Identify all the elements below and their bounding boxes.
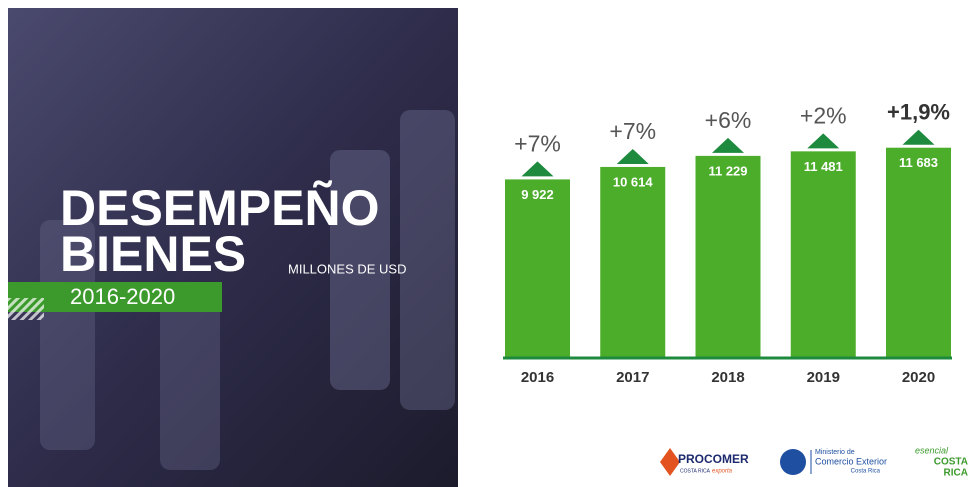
growth-label: +6% xyxy=(705,107,752,133)
x-tick-label: 2017 xyxy=(616,369,649,386)
x-tick-label: 2019 xyxy=(807,369,840,386)
bar xyxy=(886,147,951,358)
bar xyxy=(695,155,761,358)
growth-arrow xyxy=(807,133,840,149)
logos: PROCOMER COSTA RICA exporta Ministerio d… xyxy=(660,445,968,479)
value-label: 11 229 xyxy=(708,163,747,178)
vial-shape xyxy=(400,110,455,410)
x-tick-label: 2020 xyxy=(902,369,935,386)
vial-shape xyxy=(40,220,95,450)
stripe-decoration xyxy=(8,298,44,320)
panel-background xyxy=(8,8,458,487)
logo-text: Comercio Exterior xyxy=(815,456,887,466)
logo-text: COSTA xyxy=(934,457,968,468)
vial-shape xyxy=(330,150,390,390)
growth-arrow xyxy=(616,148,649,164)
bar-chart: 9 922 +7% 2016 10 614 +7% 2017 11 229 +6% 2018 11… xyxy=(503,100,952,386)
period: 2016-2020 xyxy=(70,284,175,309)
value-label: 11 683 xyxy=(899,155,938,170)
logo-text: COSTA RICA xyxy=(680,468,711,474)
photo-panel: DESEMPEÑO BIENES MILLONES DE USD 2016-20… xyxy=(8,8,458,487)
logo-text: exporta xyxy=(712,469,733,475)
value-label: 9 922 xyxy=(521,187,554,202)
growth-arrow xyxy=(521,161,554,177)
growth-label: +1,9% xyxy=(887,100,950,125)
logo-text: PROCOMER xyxy=(678,452,749,466)
subtitle: MILLONES DE USD xyxy=(288,261,406,276)
logo-text: RICA xyxy=(944,468,968,479)
logo-text: Ministerio de xyxy=(815,449,855,456)
logo-text: esencial xyxy=(915,445,949,455)
title-line: BIENES xyxy=(60,226,246,282)
ministerio-icon xyxy=(780,449,806,475)
growth-arrow xyxy=(902,129,935,145)
bar xyxy=(790,151,856,358)
procomer-icon xyxy=(660,448,680,476)
bar xyxy=(600,166,666,358)
growth-arrow xyxy=(712,137,744,153)
value-label: 11 481 xyxy=(804,159,843,174)
title-line: DESEMPEÑO xyxy=(60,180,380,236)
vial-shape xyxy=(160,300,220,470)
logo-text: Costa Rica xyxy=(851,469,881,475)
growth-label: +2% xyxy=(800,102,847,128)
value-label: 10 614 xyxy=(613,174,654,189)
x-tick-label: 2016 xyxy=(521,369,554,386)
growth-label: +7% xyxy=(514,130,561,156)
bar xyxy=(505,179,570,358)
growth-label: +7% xyxy=(609,118,656,144)
x-tick-label: 2018 xyxy=(711,369,744,386)
